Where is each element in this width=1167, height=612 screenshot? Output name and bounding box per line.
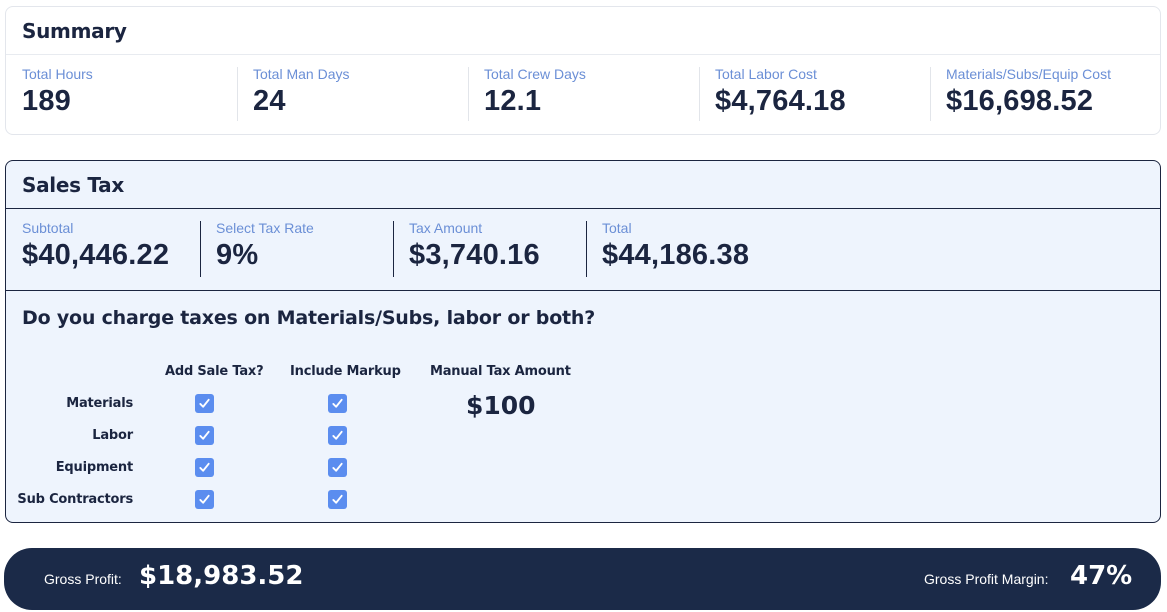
check-icon — [199, 462, 210, 472]
materials-include-markup-checkbox[interactable] — [328, 394, 347, 413]
summary-card: Summary Total Hours 189 Total Man Days 2… — [5, 6, 1161, 135]
stat-value: $16,698.52 — [946, 85, 1094, 117]
stat-materials-subs-equip-cost: Materials/Subs/Equip Cost $16,698.52 — [930, 65, 1160, 135]
check-icon — [199, 494, 210, 504]
stat-total-crew-days: Total Crew Days 12.1 — [468, 65, 699, 135]
labor-include-markup-checkbox[interactable] — [328, 426, 347, 445]
row-label-sub-contractors: Sub Contractors — [17, 492, 133, 507]
stat-value: 12.1 — [484, 85, 542, 117]
gross-profit-label: Gross Profit: — [44, 571, 122, 587]
summary-stats: Total Hours 189 Total Man Days 24 Total … — [6, 55, 1160, 135]
stat-total-labor-cost: Total Labor Cost $4,764.18 — [699, 65, 930, 135]
stat-label: Total Labor Cost — [715, 66, 817, 82]
equipment-include-markup-checkbox[interactable] — [328, 458, 347, 477]
stat-value: $3,740.16 — [409, 239, 540, 271]
sales-tax-stats: Subtotal $40,446.22 Select Tax Rate 9% T… — [6, 209, 1160, 291]
check-icon — [332, 462, 343, 472]
stat-total-hours: Total Hours 189 — [6, 65, 237, 135]
stat-value: $4,764.18 — [715, 85, 846, 117]
stat-label: Materials/Subs/Equip Cost — [946, 66, 1111, 82]
stat-tax-amount: Tax Amount $3,740.16 — [393, 219, 586, 290]
stat-label: Subtotal — [22, 220, 74, 236]
tax-question: Do you charge taxes on Materials/Subs, l… — [22, 307, 596, 329]
gross-profit-bar: Gross Profit: $18,983.52 Gross Profit Ma… — [4, 548, 1161, 610]
tax-options-table: Add Sale Tax? Include Markup Manual Tax … — [6, 361, 626, 521]
stat-value: 24 — [253, 85, 286, 117]
labor-add-sale-tax-checkbox[interactable] — [195, 426, 214, 445]
sales-tax-title: Sales Tax — [6, 161, 1160, 209]
materials-add-sale-tax-checkbox[interactable] — [195, 394, 214, 413]
stat-label: Tax Amount — [409, 220, 483, 236]
stat-value: 189 — [22, 85, 71, 117]
col-head-add-sale-tax: Add Sale Tax? — [165, 364, 264, 379]
equipment-add-sale-tax-checkbox[interactable] — [195, 458, 214, 477]
col-head-manual-tax-amount: Manual Tax Amount — [430, 364, 571, 379]
manual-tax-amount-value[interactable]: $100 — [466, 391, 536, 420]
col-head-include-markup: Include Markup — [290, 364, 401, 379]
gross-profit-value: $18,983.52 — [139, 561, 304, 591]
stat-label: Total Crew Days — [484, 66, 586, 82]
check-icon — [332, 494, 343, 504]
summary-title: Summary — [6, 7, 1160, 55]
sub-contractors-add-sale-tax-checkbox[interactable] — [195, 490, 214, 509]
check-icon — [332, 430, 343, 440]
sales-tax-card: Sales Tax Subtotal $40,446.22 Select Tax… — [5, 160, 1161, 523]
stat-select-tax-rate[interactable]: Select Tax Rate 9% — [200, 219, 393, 290]
check-icon — [199, 398, 210, 408]
stat-value: $40,446.22 — [22, 239, 170, 271]
stat-value: $44,186.38 — [602, 239, 750, 271]
row-label-materials: Materials — [66, 396, 133, 411]
stat-total-man-days: Total Man Days 24 — [237, 65, 468, 135]
stat-label: Total Man Days — [253, 66, 350, 82]
stat-subtotal: Subtotal $40,446.22 — [6, 219, 200, 290]
stat-label: Total — [602, 220, 632, 236]
row-label-equipment: Equipment — [55, 460, 133, 475]
stat-label: Total Hours — [22, 66, 93, 82]
gross-profit-margin-label: Gross Profit Margin: — [924, 571, 1049, 587]
sub-contractors-include-markup-checkbox[interactable] — [328, 490, 347, 509]
tax-rate-value[interactable]: 9% — [216, 239, 259, 271]
stat-label: Select Tax Rate — [216, 220, 314, 236]
check-icon — [199, 430, 210, 440]
check-icon — [332, 398, 343, 408]
gross-profit-margin-value: 47% — [1070, 561, 1133, 591]
stat-total: Total $44,186.38 — [586, 219, 816, 290]
row-label-labor: Labor — [92, 428, 133, 443]
